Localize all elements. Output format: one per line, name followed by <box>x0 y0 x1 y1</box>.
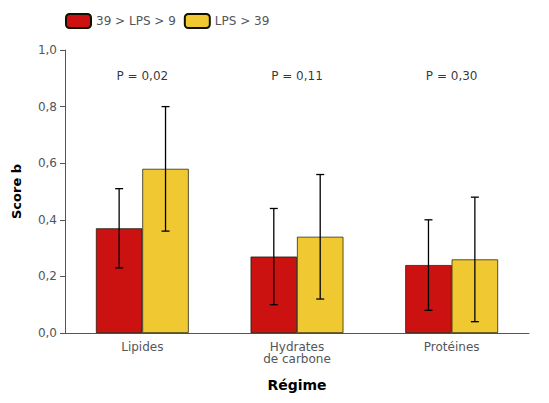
svg-text:39 > LPS > 9: 39 > LPS > 9 <box>96 14 176 28</box>
svg-text:P = 0,02: P = 0,02 <box>117 69 169 83</box>
svg-text:P = 0,11: P = 0,11 <box>271 69 323 83</box>
svg-text:0,6: 0,6 <box>38 156 57 170</box>
svg-text:1,0: 1,0 <box>38 43 57 57</box>
svg-text:Protéines: Protéines <box>424 340 480 354</box>
svg-text:0,4: 0,4 <box>38 213 57 227</box>
svg-text:de carbone: de carbone <box>263 352 331 366</box>
svg-text:Régime: Régime <box>267 377 326 393</box>
svg-text:Lipides: Lipides <box>121 340 163 354</box>
svg-text:P = 0,30: P = 0,30 <box>426 69 478 83</box>
svg-text:Hydrates: Hydrates <box>269 340 325 354</box>
svg-text:Score b: Score b <box>9 164 24 219</box>
svg-text:0,2: 0,2 <box>38 269 57 283</box>
svg-text:0,8: 0,8 <box>38 100 57 114</box>
svg-text:0,0: 0,0 <box>38 326 57 340</box>
svg-text:LPS > 39: LPS > 39 <box>215 14 269 28</box>
